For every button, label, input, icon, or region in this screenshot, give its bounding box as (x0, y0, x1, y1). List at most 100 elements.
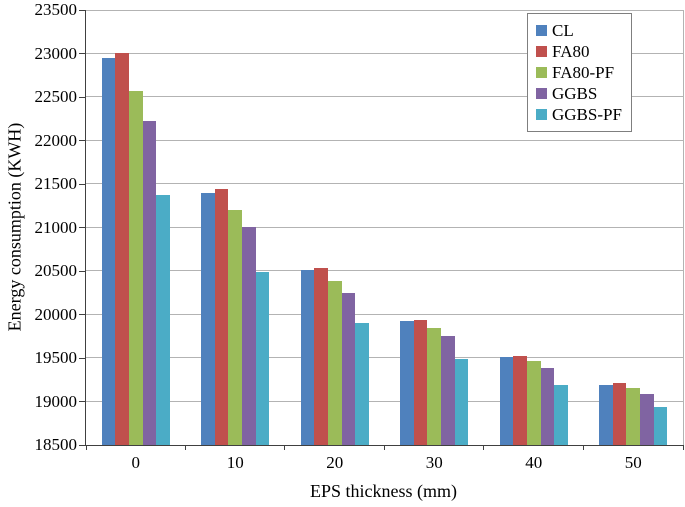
legend-swatch-icon (536, 88, 547, 99)
legend-item-fa80-pf: FA80-PF (536, 64, 622, 81)
gridline (86, 226, 683, 228)
y-tick-mark (79, 53, 86, 54)
bar-group (385, 10, 485, 445)
legend-label: GGBS-PF (552, 105, 622, 124)
gridline (86, 52, 683, 54)
x-axis-title: EPS thickness (mm) (310, 481, 457, 501)
x-tick-mark (384, 445, 385, 450)
gridline (86, 139, 683, 141)
bar-ggbs-pf (554, 384, 568, 445)
bar-cl (400, 320, 414, 445)
x-tick-label: 20 (326, 453, 344, 472)
x-tick-label: 10 (226, 453, 244, 472)
bar-ggbs (640, 393, 654, 445)
gridline (86, 400, 683, 402)
x-tick-label: 30 (425, 453, 443, 472)
y-tick-label: 23000 (34, 43, 78, 63)
y-tick-label: 23500 (34, 0, 78, 19)
bar-ggbs-pf (255, 271, 270, 445)
y-tick-label: 21500 (34, 174, 78, 193)
gridline (86, 10, 683, 11)
bar-fa80 (513, 356, 527, 445)
x-tick-mark (682, 445, 684, 450)
bar-cl (599, 384, 613, 445)
y-tick-mark (79, 96, 86, 98)
bar-group (285, 10, 385, 445)
y-tick-mark (79, 270, 86, 272)
bar-group (186, 10, 286, 445)
legend-item-ggbs: GGBS (536, 85, 622, 102)
gridline (86, 357, 683, 358)
x-tick-mark (85, 445, 87, 450)
gridline (86, 270, 683, 271)
bar-ggbs (242, 226, 256, 445)
y-tick-mark (79, 140, 86, 141)
legend-label: GGBS (552, 84, 598, 103)
bar-ggbs (142, 120, 157, 445)
bar-cl (201, 192, 215, 445)
bar-ggbs (341, 292, 356, 445)
bar-fa80 (612, 383, 627, 445)
y-tick-mark (79, 314, 86, 315)
y-tick-mark (79, 357, 86, 359)
bar-fa80 (214, 189, 229, 445)
legend: CL FA80 FA80-PF GGBS GGBS-PF (527, 13, 632, 132)
x-tick-mark (483, 445, 485, 450)
bar-ggbs-pf (454, 358, 469, 445)
y-tick-mark (79, 444, 86, 446)
y-tick-label: 20500 (34, 261, 78, 280)
y-tick-label: 18500 (34, 435, 78, 454)
gridline (86, 183, 683, 184)
y-tick-label: 19500 (34, 348, 78, 367)
x-tick-mark (284, 445, 286, 450)
bars-layer (86, 10, 683, 445)
y-tick-mark (79, 183, 86, 185)
legend-item-fa80: FA80 (536, 43, 622, 60)
bar-ggbs-pf (156, 195, 170, 445)
x-tick-mark (184, 445, 186, 450)
legend-label: FA80 (552, 42, 590, 61)
bar-fa80 (314, 268, 328, 445)
bar-fa80-pf (526, 361, 541, 445)
bar-ggbs (441, 336, 455, 445)
gridline (86, 96, 683, 97)
bar-cl (300, 270, 315, 445)
bar-cl (101, 57, 116, 445)
gridline (86, 313, 683, 315)
y-tick-label: 19000 (34, 391, 78, 411)
bar-fa80-pf (228, 210, 243, 445)
x-tick-label: 0 (131, 453, 141, 472)
y-tick-mark (79, 9, 86, 11)
legend-swatch-icon (536, 46, 547, 57)
bar-ggbs (540, 367, 555, 445)
bar-fa80-pf (327, 281, 342, 445)
x-tick-label: 40 (525, 453, 543, 472)
legend-item-ggbs-pf: GGBS-PF (536, 106, 622, 123)
bar-ggbs-pf (355, 323, 369, 445)
x-tick-label: 50 (624, 453, 642, 472)
bar-fa80-pf (626, 388, 641, 445)
bar-fa80 (413, 319, 428, 445)
legend-label: FA80-PF (552, 63, 615, 82)
legend-item-cl: CL (536, 22, 622, 39)
legend-swatch-icon (536, 67, 547, 78)
legend-swatch-icon (536, 25, 547, 36)
bar-group (86, 10, 186, 445)
bar-group (584, 10, 684, 445)
y-tick-label: 22500 (34, 87, 78, 106)
plot-area: 18500 19000 19500 20000 20500 21000 21500 22000… (35, 0, 684, 472)
bar-fa80 (115, 52, 129, 445)
bar-ggbs-pf (653, 406, 668, 445)
legend-label: CL (552, 21, 574, 40)
y-tick-label: 22000 (34, 130, 78, 150)
y-tick-mark (79, 227, 86, 228)
bar-cl (499, 357, 514, 445)
legend-swatch-icon (536, 109, 547, 120)
bar-fa80-pf (427, 328, 442, 445)
y-tick-label: 20000 (34, 304, 78, 324)
y-tick-mark (79, 401, 86, 402)
x-tick-mark (583, 445, 584, 450)
bar-group (484, 10, 584, 445)
bar-fa80-pf (128, 90, 143, 445)
